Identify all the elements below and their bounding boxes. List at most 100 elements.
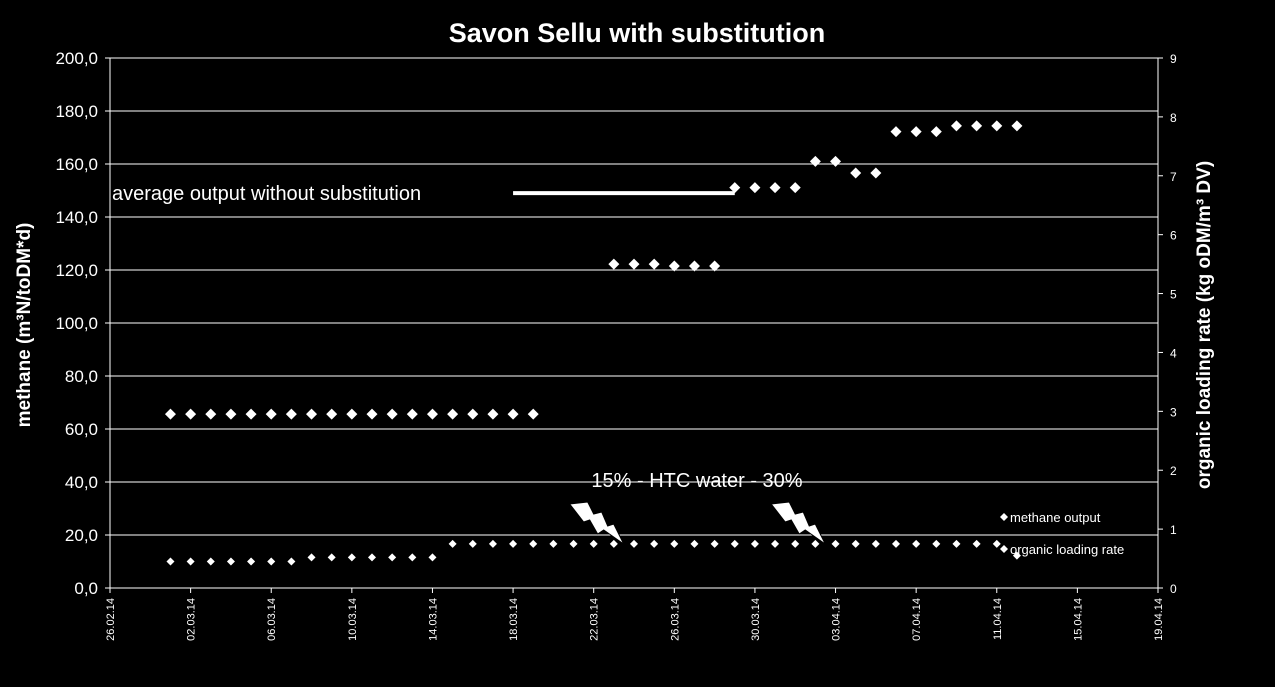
loading-rate-point bbox=[831, 539, 840, 548]
y-tick-label: 0,0 bbox=[74, 579, 98, 598]
loading-rate-point bbox=[750, 539, 759, 548]
loading-rate-point bbox=[811, 539, 820, 548]
y-tick-label: 20,0 bbox=[65, 526, 98, 545]
legend: methane output organic loading rate bbox=[1000, 510, 1124, 557]
loading-rate-point bbox=[247, 557, 256, 566]
x-tick-label: 26.03.14 bbox=[669, 598, 681, 641]
reference-line-label: average output without substitution bbox=[112, 183, 421, 205]
x-tick-label: 30.03.14 bbox=[750, 598, 762, 641]
methane-point bbox=[890, 126, 902, 138]
methane-point bbox=[326, 408, 338, 420]
plot-area bbox=[109, 57, 1159, 589]
methane-point bbox=[668, 260, 680, 272]
lightning-bolt-icon bbox=[770, 501, 826, 545]
loading-rate-point bbox=[690, 539, 699, 548]
y2-tick-label: 0 bbox=[1170, 582, 1177, 596]
loading-rate-point bbox=[992, 539, 1001, 548]
y-tick-label: 100,0 bbox=[55, 314, 98, 333]
methane-point bbox=[809, 155, 821, 167]
gridlines bbox=[105, 57, 1163, 593]
x-axis-ticks: 26.02.14 02.03.14 06.03.14 10.03.14 14.03.14… bbox=[105, 598, 1165, 641]
methane-point bbox=[527, 408, 539, 420]
loading-rate-point bbox=[932, 539, 941, 548]
x-tick-label: 11.04.14 bbox=[992, 598, 1004, 640]
methane-point bbox=[185, 408, 197, 420]
loading-rate-point bbox=[549, 539, 558, 548]
y-tick-label: 40,0 bbox=[65, 473, 98, 492]
annotation-label: 15% - HTC water - 30% bbox=[591, 470, 802, 492]
loading-rate-point bbox=[791, 539, 800, 548]
loading-rate-point bbox=[388, 553, 397, 562]
loading-rate-point bbox=[871, 539, 880, 548]
methane-point bbox=[285, 408, 297, 420]
y-tick-label: 200,0 bbox=[55, 49, 98, 68]
methane-point bbox=[507, 408, 519, 420]
y-tick-label: 120,0 bbox=[55, 261, 98, 280]
methane-point bbox=[346, 408, 358, 420]
annotation-group: 15% - HTC water - 30% bbox=[568, 470, 826, 545]
methane-point bbox=[950, 120, 962, 132]
methane-point bbox=[769, 182, 781, 194]
loading-rate-point bbox=[650, 539, 659, 548]
methane-point bbox=[648, 258, 660, 270]
y2-tick-label: 2 bbox=[1170, 464, 1177, 478]
methane-point bbox=[386, 408, 398, 420]
y-tick-label: 80,0 bbox=[65, 367, 98, 386]
loading-rate-point bbox=[710, 539, 719, 548]
methane-point bbox=[688, 260, 700, 272]
methane-point bbox=[789, 182, 801, 194]
lightning-bolt-icon bbox=[568, 501, 625, 545]
methane-point bbox=[205, 408, 217, 420]
loading-rate-point bbox=[569, 539, 578, 548]
y2-tick-label: 7 bbox=[1170, 170, 1177, 184]
loading-rate-point bbox=[428, 553, 437, 562]
methane-point bbox=[870, 167, 882, 179]
loading-rate-point bbox=[952, 539, 961, 548]
x-tick-label: 18.03.14 bbox=[508, 598, 520, 641]
methane-point bbox=[1011, 120, 1023, 132]
x-tick-label: 22.03.14 bbox=[589, 598, 601, 641]
y2-axis-ticks: 0 1 2 3 4 5 6 7 8 9 bbox=[1170, 52, 1177, 596]
loading-rate-point bbox=[509, 539, 518, 548]
loading-rate-point bbox=[408, 553, 417, 562]
y2-tick-label: 6 bbox=[1170, 229, 1177, 243]
methane-point bbox=[709, 260, 721, 272]
legend-marker bbox=[1000, 545, 1008, 553]
loading-rate-point bbox=[730, 539, 739, 548]
loading-rate-point bbox=[368, 553, 376, 562]
methane-point bbox=[447, 408, 459, 420]
y2-tick-label: 4 bbox=[1170, 346, 1177, 360]
x-tick-label: 07.04.14 bbox=[911, 598, 923, 641]
x-tick-label: 15.04.14 bbox=[1072, 598, 1084, 641]
y2-tick-label: 1 bbox=[1170, 523, 1177, 537]
legend-label: methane output bbox=[1010, 510, 1101, 525]
methane-point bbox=[930, 126, 942, 138]
reference-line-group: average output without substitution bbox=[112, 183, 735, 205]
methane-point bbox=[971, 120, 983, 132]
chart-title: Savon Sellu with substitution bbox=[449, 18, 826, 48]
y2-tick-label: 3 bbox=[1170, 405, 1177, 419]
methane-point bbox=[467, 408, 479, 420]
legend-marker bbox=[1000, 513, 1008, 521]
x-tick-label: 02.03.14 bbox=[186, 598, 198, 641]
x-tick-label: 14.03.14 bbox=[427, 598, 439, 641]
loading-rate-point bbox=[851, 539, 860, 548]
methane-point bbox=[608, 258, 620, 270]
methane-point bbox=[487, 408, 499, 420]
loading-rate-point bbox=[468, 539, 477, 548]
loading-rate-point bbox=[972, 539, 981, 548]
x-tick-label: 19.04.14 bbox=[1153, 598, 1165, 641]
legend-label: organic loading rate bbox=[1010, 542, 1124, 557]
loading-rate-point bbox=[287, 557, 296, 566]
loading-rate-point bbox=[307, 553, 316, 562]
loading-rate-point bbox=[630, 539, 638, 548]
loading-rate-point bbox=[267, 557, 276, 566]
loading-rate-point bbox=[609, 539, 618, 548]
y2-tick-label: 5 bbox=[1170, 288, 1177, 302]
y-tick-label: 160,0 bbox=[55, 155, 98, 174]
methane-point bbox=[991, 120, 1003, 132]
y2-tick-label: 9 bbox=[1170, 52, 1177, 66]
loading-rate-point bbox=[166, 557, 175, 566]
y2-axis-label: organic loading rate (kg oDM/m³ DV) bbox=[1194, 161, 1215, 489]
